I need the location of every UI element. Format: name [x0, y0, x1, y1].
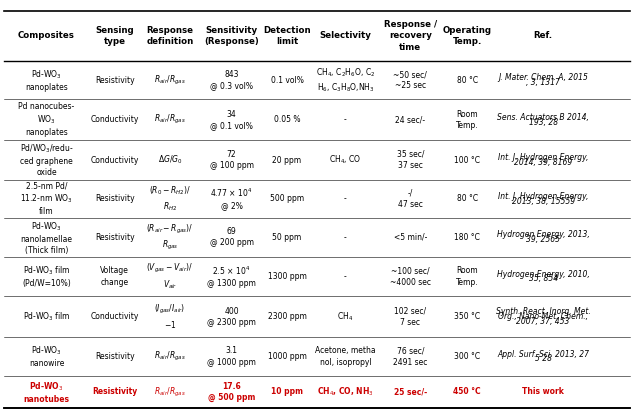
Text: 20 ppm: 20 ppm [273, 155, 302, 164]
Text: Pd-WO$_3$
nanowire: Pd-WO$_3$ nanowire [29, 345, 64, 368]
Text: Pd-WO$_3$ film
(Pd/W=10%): Pd-WO$_3$ film (Pd/W=10%) [22, 265, 71, 289]
Text: 24 sec/-: 24 sec/- [395, 115, 425, 125]
Text: 1000 ppm: 1000 ppm [268, 352, 306, 361]
Text: 76 sec/
2491 sec: 76 sec/ 2491 sec [393, 346, 427, 367]
Text: 0.1 vol%: 0.1 vol% [271, 76, 304, 85]
Text: 193, 28: 193, 28 [529, 118, 558, 127]
Text: 500 ppm: 500 ppm [270, 194, 304, 203]
Text: Resistivity: Resistivity [94, 76, 134, 85]
Text: 2.5-nm Pd/
11.2-nm WO$_3$
film: 2.5-nm Pd/ 11.2-nm WO$_3$ film [20, 181, 73, 216]
Text: Resistivity: Resistivity [92, 388, 137, 397]
Text: CH$_4$: CH$_4$ [337, 310, 354, 323]
Text: 3.1
@ 1000 ppm: 3.1 @ 1000 ppm [207, 346, 256, 367]
Text: Appl. Surf. Sci. 2013, 27: Appl. Surf. Sci. 2013, 27 [497, 350, 589, 358]
Text: 300 °C: 300 °C [454, 352, 481, 361]
Text: -: - [344, 115, 347, 125]
Text: Hydrogen Energy, 2013,: Hydrogen Energy, 2013, [497, 231, 590, 240]
Text: 2013, 38, 15559: 2013, 38, 15559 [512, 197, 574, 206]
Text: -: - [344, 233, 347, 242]
Text: 102 sec/
7 sec: 102 sec/ 7 sec [394, 307, 427, 327]
Text: 50 ppm: 50 ppm [273, 233, 302, 242]
Text: Int. J. Hydrogen Energy,: Int. J. Hydrogen Energy, [498, 153, 588, 162]
Text: $R_{air}/R_{gas}$: $R_{air}/R_{gas}$ [154, 350, 186, 363]
Text: 35, 854: 35, 854 [529, 275, 558, 284]
Text: $(R_{air}-R_{gas})/$
$R_{gas}$: $(R_{air}-R_{gas})/$ $R_{gas}$ [146, 223, 193, 252]
Text: 100 °C: 100 °C [454, 155, 480, 164]
Text: Room
Temp.: Room Temp. [456, 110, 479, 130]
Text: 80 °C: 80 °C [456, 194, 478, 203]
Text: 5 28: 5 28 [534, 354, 552, 363]
Text: 25 sec/-: 25 sec/- [394, 388, 427, 397]
Text: $(V_{gas}-V_{air})/$
$V_{air}$: $(V_{gas}-V_{air})/$ $V_{air}$ [146, 262, 193, 291]
Text: Response /
recovery
time: Response / recovery time [384, 20, 437, 51]
Text: Conductivity: Conductivity [91, 155, 139, 164]
Text: -/
47 sec: -/ 47 sec [398, 189, 423, 209]
Text: 2300 ppm: 2300 ppm [268, 312, 306, 321]
Text: 10 ppm: 10 ppm [271, 388, 303, 397]
Text: Pd-WO$_3$
nanoplates: Pd-WO$_3$ nanoplates [25, 68, 68, 92]
Text: Int. J. Hydrogen Energy,: Int. J. Hydrogen Energy, [498, 192, 588, 201]
Text: $(R_0-R_{H2})/$
$R_{H2}$: $(R_0-R_{H2})/$ $R_{H2}$ [149, 185, 191, 212]
Text: Resistivity: Resistivity [94, 194, 134, 203]
Text: 2007, 37, 453: 2007, 37, 453 [517, 317, 570, 326]
Text: 39, 2565: 39, 2565 [526, 236, 560, 245]
Text: Sensing
type: Sensing type [95, 26, 134, 46]
Text: Composites: Composites [18, 31, 75, 40]
Text: Operating
Temp.: Operating Temp. [443, 26, 492, 46]
Text: Pd nanocubes-
WO$_3$
nanoplates: Pd nanocubes- WO$_3$ nanoplates [18, 102, 75, 137]
Text: This work: This work [522, 388, 564, 397]
Text: Resistivity: Resistivity [94, 352, 134, 361]
Text: 2014, 39, 8169: 2014, 39, 8169 [514, 158, 573, 167]
Text: Synth. React. Inorg. Met.: Synth. React. Inorg. Met. [496, 307, 590, 316]
Text: 35 sec/
37 sec: 35 sec/ 37 sec [396, 150, 424, 170]
Text: J. Mater. Chem. A, 2015: J. Mater. Chem. A, 2015 [498, 73, 588, 82]
Text: Resistivity: Resistivity [94, 233, 134, 242]
Text: $R_{air}/R_{gas}$: $R_{air}/R_{gas}$ [154, 74, 186, 87]
Text: Ref.: Ref. [534, 31, 553, 40]
Text: Pd/WO$_3$/redu-
ced graphene
oxide: Pd/WO$_3$/redu- ced graphene oxide [20, 143, 74, 178]
Text: Acetone, metha
nol, isopropyl: Acetone, metha nol, isopropyl [315, 346, 376, 367]
Text: $(I_{gas}/I_{air})$
$-1$: $(I_{gas}/I_{air})$ $-1$ [154, 303, 186, 330]
Text: 350 °C: 350 °C [454, 312, 481, 321]
Text: Pd-WO$_3$
nanotubes: Pd-WO$_3$ nanotubes [23, 380, 70, 404]
Text: 400
@ 2300 ppm: 400 @ 2300 ppm [207, 307, 256, 327]
Text: Conductivity: Conductivity [91, 312, 139, 321]
Text: $R_{air}/R_{gas}$: $R_{air}/R_{gas}$ [154, 113, 186, 126]
Text: Hydrogen Energy, 2010,: Hydrogen Energy, 2010, [497, 270, 590, 279]
Text: $R_{air}/R_{gas}$: $R_{air}/R_{gas}$ [154, 386, 186, 399]
Text: $\Delta G/G_0$: $\Delta G/G_0$ [158, 154, 183, 166]
Text: CH$_4$, C$_2$H$_6$O, C$_2$
H$_6$, C$_3$H$_8$O,NH$_3$: CH$_4$, C$_2$H$_6$O, C$_2$ H$_6$, C$_3$H… [316, 66, 375, 94]
Text: CH$_4$, CO, NH$_3$: CH$_4$, CO, NH$_3$ [317, 386, 373, 398]
Text: Org., Nano-Met. Chem.,: Org., Nano-Met. Chem., [498, 312, 588, 321]
Text: Pd-WO$_3$
nanolamellae
(Thick film): Pd-WO$_3$ nanolamellae (Thick film) [20, 220, 72, 255]
Text: Voltage
change: Voltage change [100, 266, 129, 286]
Text: 843
@ 0.3 vol%: 843 @ 0.3 vol% [210, 70, 253, 90]
Text: -: - [344, 272, 347, 281]
Text: 34
@ 0.1 vol%: 34 @ 0.1 vol% [210, 110, 253, 130]
Text: Sensitivity
(Response): Sensitivity (Response) [204, 26, 259, 46]
Text: Selectivity: Selectivity [320, 31, 372, 40]
Text: Pd-WO$_3$ film: Pd-WO$_3$ film [23, 310, 70, 323]
Text: CH$_4$, CO: CH$_4$, CO [329, 154, 362, 166]
Text: Room
Temp.: Room Temp. [456, 266, 479, 286]
Text: Response
definition: Response definition [146, 26, 193, 46]
Text: 0.05 %: 0.05 % [274, 115, 301, 125]
Text: Conductivity: Conductivity [91, 115, 139, 125]
Text: <5 min/-: <5 min/- [394, 233, 427, 242]
Text: ~100 sec/
~4000 sec: ~100 sec/ ~4000 sec [390, 266, 431, 286]
Text: Detection
limit: Detection limit [263, 26, 311, 46]
Text: 4.77 × 10$^4$
@ 2%: 4.77 × 10$^4$ @ 2% [210, 187, 253, 210]
Text: 450 °C: 450 °C [453, 388, 481, 397]
Text: 72
@ 100 ppm: 72 @ 100 ppm [210, 150, 254, 170]
Text: 1300 ppm: 1300 ppm [268, 272, 306, 281]
Text: Sens. Actuators B 2014,: Sens. Actuators B 2014, [497, 113, 589, 122]
Text: 17.6
@ 500 ppm: 17.6 @ 500 ppm [208, 382, 256, 402]
Text: 2.5 × 10$^4$
@ 1300 ppm: 2.5 × 10$^4$ @ 1300 ppm [207, 265, 256, 288]
Text: 80 °C: 80 °C [456, 76, 478, 85]
Text: ~50 sec/
~25 sec: ~50 sec/ ~25 sec [393, 70, 427, 90]
Text: 180 °C: 180 °C [455, 233, 480, 242]
Text: 69
@ 200 ppm: 69 @ 200 ppm [210, 227, 254, 247]
Text: -: - [344, 194, 347, 203]
Text: , 3, 1317: , 3, 1317 [526, 78, 560, 87]
